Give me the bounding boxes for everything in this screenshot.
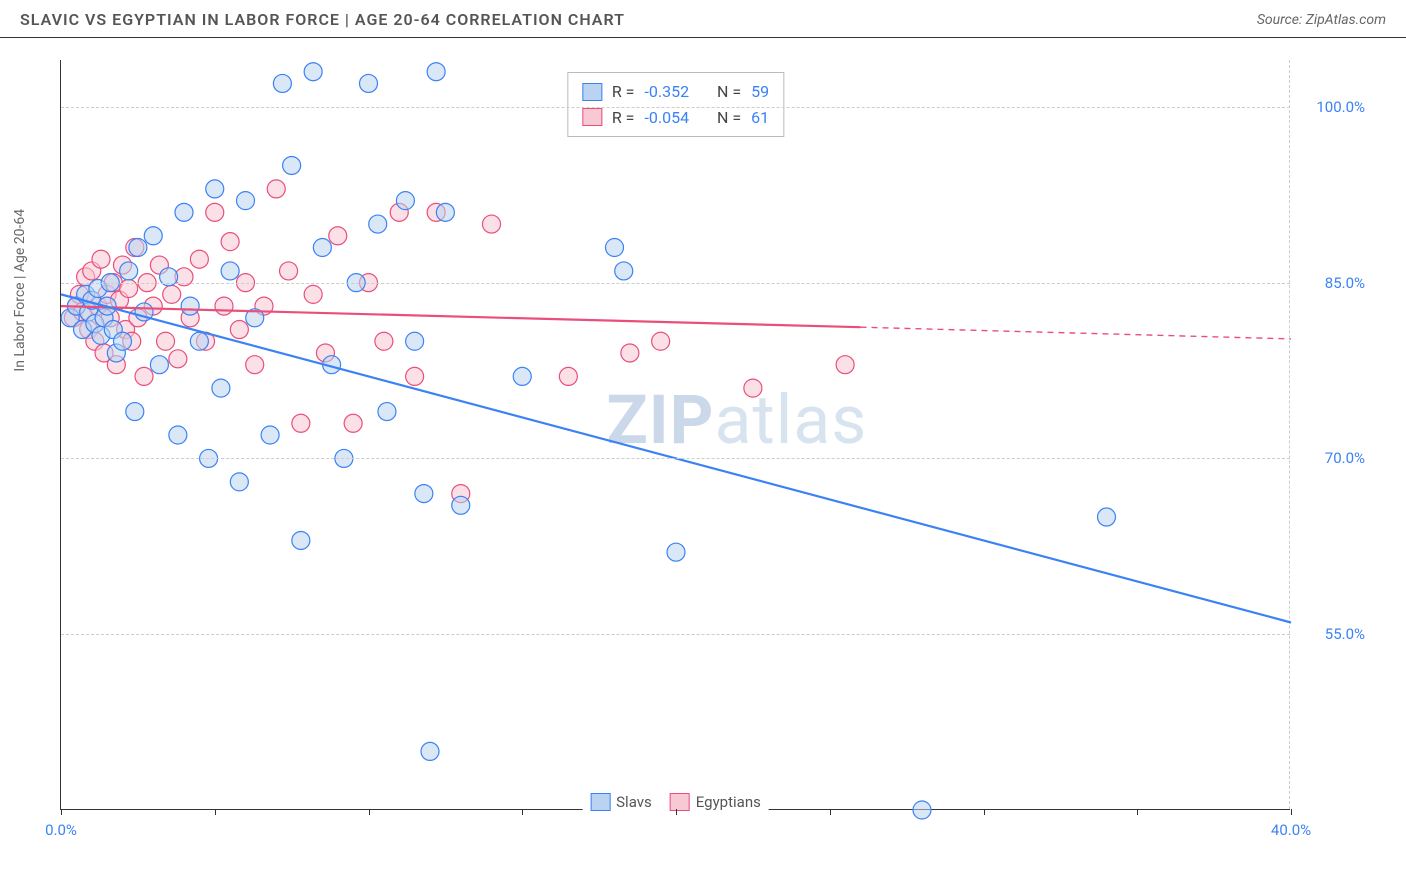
chart-container: In Labor Force | Age 20-64 ZIPatlas R = … <box>50 50 1380 840</box>
chart-header: SLAVIC VS EGYPTIAN IN LABOR FORCE | AGE … <box>0 0 1406 38</box>
y-tick-label: 55.0% <box>1325 625 1365 643</box>
x-tick-label: 0.0% <box>45 821 77 839</box>
legend-swatch-egypt-icon <box>670 793 690 811</box>
stats-row-egypt: R = -0.054 N = 61 <box>582 105 769 131</box>
y-axis-label: In Labor Force | Age 20-64 <box>12 209 28 372</box>
y-tick-label: 100.0% <box>1316 98 1365 116</box>
legend-swatch-slavs-icon <box>590 793 610 811</box>
y-tick-label: 70.0% <box>1325 449 1365 467</box>
legend-item-slavs[interactable]: Slavs <box>590 793 652 811</box>
y-tick-label: 85.0% <box>1325 274 1365 292</box>
swatch-egypt-icon <box>582 108 602 126</box>
stats-row-slavs: R = -0.352 N = 59 <box>582 79 769 105</box>
chart-source: Source: ZipAtlas.com <box>1257 12 1386 28</box>
plot-area: ZIPatlas R = -0.352 N = 59 R = -0.054 N … <box>60 60 1290 810</box>
x-tick-label: 40.0% <box>1271 821 1311 839</box>
swatch-slavs-icon <box>582 83 602 101</box>
legend-item-egypt[interactable]: Egyptians <box>670 793 761 811</box>
stats-box: R = -0.352 N = 59 R = -0.054 N = 61 <box>567 72 784 137</box>
chart-title: SLAVIC VS EGYPTIAN IN LABOR FORCE | AGE … <box>20 10 625 29</box>
plot-svg <box>61 60 1290 809</box>
